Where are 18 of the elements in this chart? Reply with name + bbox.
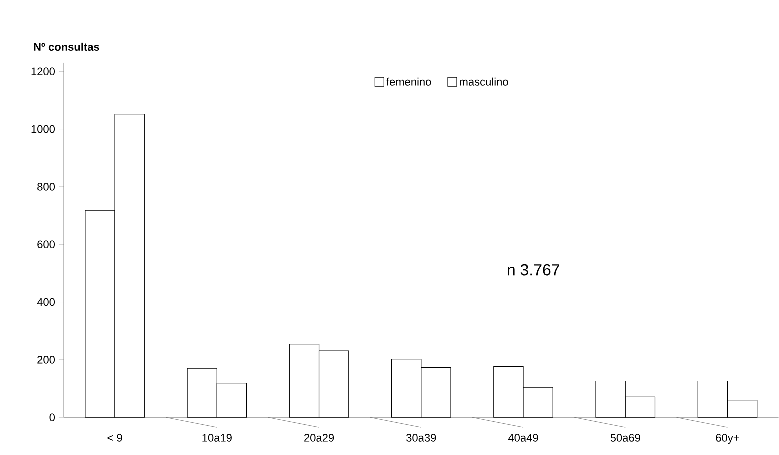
x-tick-label: 50a69 — [610, 434, 640, 442]
y-tick-label: 400 — [37, 298, 56, 306]
chart-title: Nº consultas — [34, 43, 100, 52]
y-tick-label: 600 — [38, 240, 56, 249]
y-tick-label: 0 — [50, 414, 56, 422]
y-tick-label: 1000 — [32, 125, 56, 134]
y-tick-label: 800 — [38, 183, 56, 191]
x-tick-label: 20a29 — [304, 434, 334, 442]
x-tick-label: 40a49 — [508, 434, 538, 442]
y-tick-label: 1200 — [32, 68, 56, 76]
x-tick-label: 60y+ — [716, 434, 740, 444]
legend-label: femenino — [386, 78, 432, 86]
x-tick-label: 10a19 — [202, 434, 232, 442]
legend-label: masculino — [460, 78, 508, 86]
x-tick-label: < 9 — [108, 434, 122, 442]
y-tick-label: 200 — [38, 356, 56, 364]
x-tick-label: 30a39 — [406, 434, 436, 442]
annotation: n 3.767 — [508, 264, 560, 276]
